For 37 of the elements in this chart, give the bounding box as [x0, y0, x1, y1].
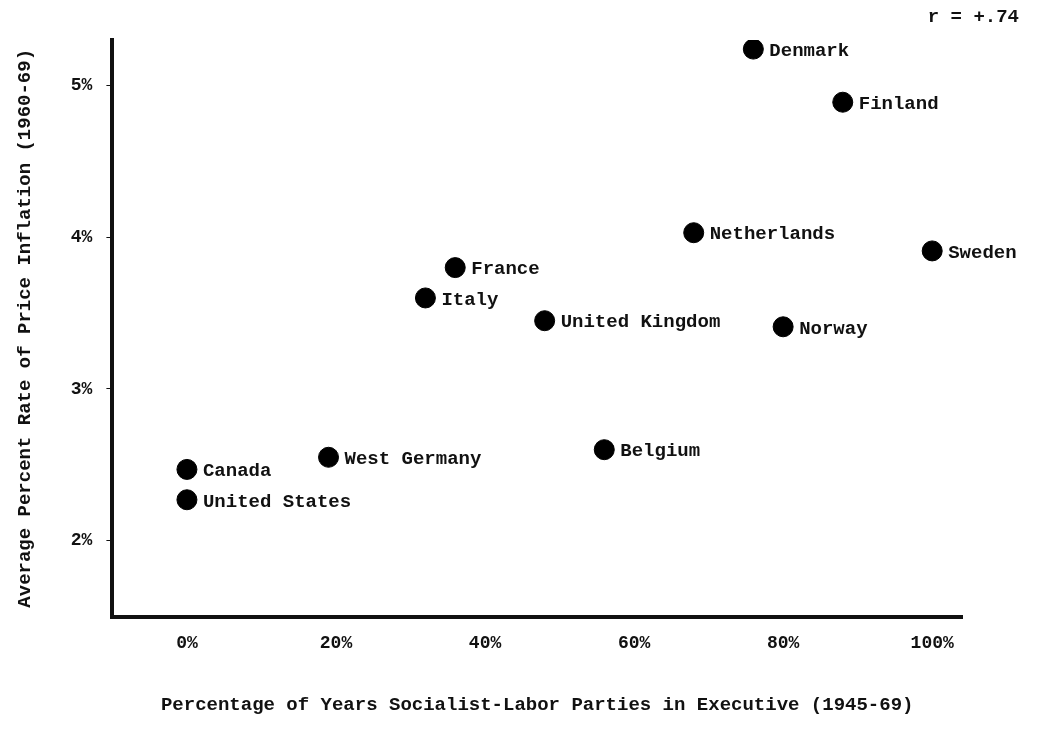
- y-tick-label: 2%: [70, 530, 93, 551]
- point: [444, 257, 466, 279]
- annotation: Denmark: [769, 39, 850, 62]
- x-tick-label: 40%: [468, 632, 502, 653]
- annotation: Finland: [858, 92, 939, 115]
- point: [318, 446, 340, 468]
- y-tick-label: 3%: [70, 378, 93, 399]
- point: [593, 439, 615, 461]
- annotation: Norway: [799, 317, 869, 340]
- x-tick-label: 0%: [176, 632, 198, 653]
- annotation: United States: [202, 490, 352, 513]
- annotation: United Kingdom: [560, 311, 721, 334]
- x-tick-label: 60%: [617, 632, 651, 653]
- annotation: Sweden: [948, 241, 1017, 264]
- point: [176, 458, 198, 480]
- point: [921, 240, 943, 262]
- text: r = +.74: [927, 6, 1019, 29]
- point: [832, 91, 854, 113]
- point: [683, 222, 705, 244]
- annotation: West Germany: [344, 448, 482, 471]
- point: [176, 489, 198, 511]
- annotation: Italy: [441, 288, 500, 311]
- annotation: Canada: [202, 460, 272, 483]
- point: [772, 316, 794, 338]
- annotation: France: [471, 258, 540, 281]
- annotation: Netherlands: [709, 223, 836, 246]
- x-tick-label: 100%: [910, 632, 954, 653]
- point: [414, 287, 436, 309]
- annotation: Belgium: [620, 440, 701, 463]
- point: [742, 40, 764, 60]
- y-tick-label: 4%: [70, 226, 93, 247]
- point: [534, 310, 556, 332]
- x-tick-label: 20%: [319, 632, 353, 653]
- y-tick-label: 5%: [70, 75, 93, 96]
- y-axis-title: Average Percent Rate of Price Inflation (1960-69): [14, 48, 37, 608]
- x-axis-title: Percentage of Years Socialist-Labor Parties in Executive (1945-69): [160, 694, 914, 717]
- x-tick-label: 80%: [766, 632, 800, 653]
